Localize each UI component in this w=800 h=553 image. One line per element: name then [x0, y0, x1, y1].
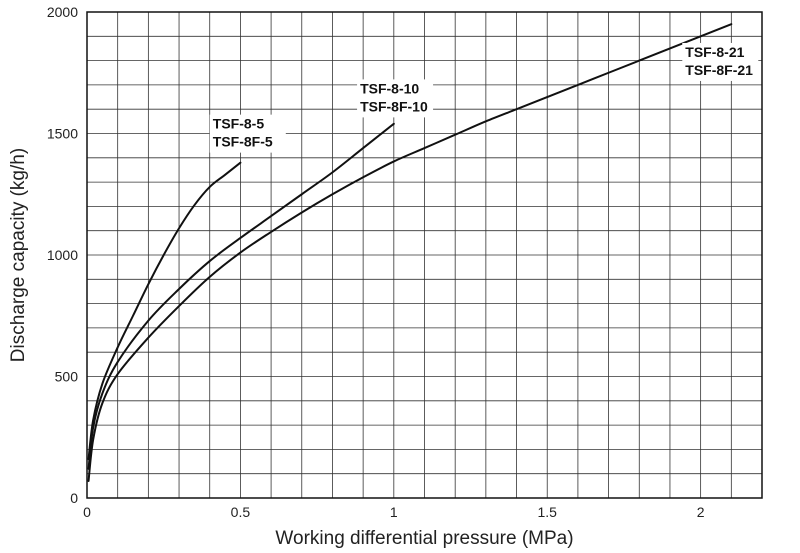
y-tick-label: 2000 [47, 4, 78, 20]
curve-label-2-line-1: TSF-8-10 [360, 80, 419, 96]
curve-label-2-line-2: TSF-8F-10 [360, 98, 428, 114]
plot-frame [86, 11, 763, 499]
curve-label-background [209, 114, 286, 153]
series-line-3 [87, 23, 733, 482]
curve-label-background [682, 42, 759, 81]
curve-label-3-line-2: TSF-8F-21 [685, 62, 753, 78]
x-tick-label: 1 [390, 504, 398, 520]
curve-label-1-line-2: TSF-8F-5 [213, 134, 273, 150]
x-tick-label: 1.5 [537, 504, 557, 520]
curve-label-1-line-1: TSF-8-5 [213, 116, 265, 132]
series-line-2 [87, 122, 395, 470]
x-axis-title: Working differential pressure (MPa) [275, 528, 573, 549]
series-line-1 [87, 161, 242, 461]
curves [87, 23, 733, 482]
curve-label-background [357, 79, 434, 118]
curve-labels: TSF-8-5 TSF-8F-5 TSF-8-10 TSF-8F-10 TSF-8-21… [209, 42, 759, 153]
y-axis-title: Discharge capacity (kg/h) [8, 148, 29, 362]
x-tick-label: 0.5 [231, 504, 251, 520]
tick-labels: 0 0.5 1 1.5 2 0 500 1000 1500 2000 [47, 4, 705, 520]
x-tick-label: 0 [83, 504, 91, 520]
y-tick-label: 0 [70, 490, 78, 506]
x-tick-label: 2 [697, 504, 705, 520]
y-tick-label: 1500 [47, 126, 78, 142]
y-tick-label: 1000 [47, 247, 78, 263]
curve-label-3-line-1: TSF-8-21 [685, 44, 744, 60]
y-tick-label: 500 [55, 369, 79, 385]
